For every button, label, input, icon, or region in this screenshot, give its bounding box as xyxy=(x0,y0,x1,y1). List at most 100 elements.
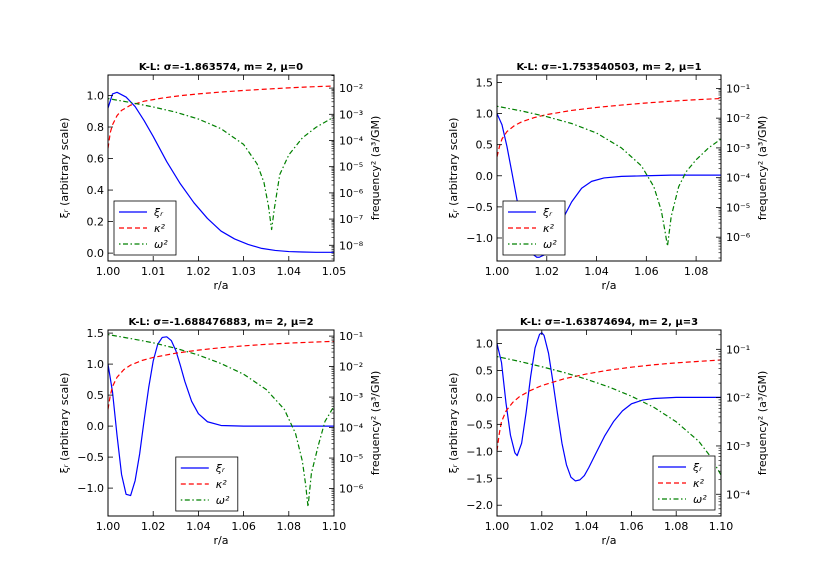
x-tick-label: 1.06 xyxy=(619,520,644,533)
x-axis-label: r/a xyxy=(602,534,617,547)
legend: ξᵣ κ² ω² xyxy=(113,200,177,256)
y2-tick-label: 10⁻⁵ xyxy=(339,161,363,174)
legend-label: ω² xyxy=(693,493,707,506)
x-tick-label: 1.02 xyxy=(530,520,555,533)
plot-frame xyxy=(496,74,722,262)
y-tick-label: 0.5 xyxy=(476,139,494,152)
x-tick-label: 1.04 xyxy=(277,265,302,278)
y2-tick-label: 10⁻⁵ xyxy=(726,201,750,214)
subplot-4: 1.00 1.02 1.04 1.06 1.08 1.10 −2.0 −1.5 −1.0 −0.5… xyxy=(447,317,769,547)
legend-label: ξᵣ xyxy=(692,461,703,474)
y2-tick-label: 10⁻² xyxy=(339,82,363,95)
legend-label: ξᵣ xyxy=(542,206,553,219)
subplot-2: 1.00 1.02 1.04 1.06 1.08 −1.0 −0.5 0.0 0.5 1.0 1.5… xyxy=(447,62,769,292)
y-axis-label: ξᵣ (arbitrary scale) xyxy=(447,118,460,219)
x-tick-label: 1.03 xyxy=(231,265,256,278)
x-tick-label: 1.00 xyxy=(485,265,510,278)
x-tick-label: 1.01 xyxy=(141,265,166,278)
y2-axis-label: frequency² (a³/GM) xyxy=(369,371,382,476)
series-line-kappa-sq xyxy=(108,340,334,410)
series-line-xi-r xyxy=(108,336,334,497)
x-tick-label: 1.04 xyxy=(584,265,609,278)
x-axis-label: r/a xyxy=(214,534,229,547)
y2-tick-label: 10⁻⁷ xyxy=(339,213,363,226)
x-tick-label: 1.05 xyxy=(322,265,347,278)
x-tick-label: 1.02 xyxy=(141,520,166,533)
y-tick-label: −1.0 xyxy=(77,482,104,495)
series-line-omega-sq xyxy=(497,355,721,476)
y2-tick-label: 10⁻³ xyxy=(339,391,363,404)
x-tick-label: 1.02 xyxy=(186,265,211,278)
series-line-xi-r xyxy=(108,91,334,253)
chart-title: K-L: σ=-1.63874694, m= 2, μ=3 xyxy=(520,317,698,328)
legend: ξᵣ κ² ω² xyxy=(652,455,716,511)
x-axis-label: r/a xyxy=(214,279,229,292)
series-line-kappa-sq xyxy=(497,97,721,157)
plot-frame xyxy=(107,329,335,517)
x-tick-label: 1.06 xyxy=(231,520,256,533)
legend-label: ω² xyxy=(154,238,168,251)
y-tick-label: 0.0 xyxy=(476,170,494,183)
y-axis-label: ξᵣ (arbitrary scale) xyxy=(58,373,71,474)
y2-tick-label: 10⁻¹ xyxy=(726,343,750,356)
series-line-xi-r xyxy=(497,332,721,482)
y2-tick-label: 10⁻⁴ xyxy=(339,134,364,147)
y-tick-label: −1.0 xyxy=(466,445,493,458)
x-tick-label: 1.04 xyxy=(186,520,211,533)
y-tick-label: −2.0 xyxy=(466,499,493,512)
x-tick-label: 1.08 xyxy=(664,520,689,533)
legend-label: ω² xyxy=(543,238,557,251)
legend-label: κ² xyxy=(216,478,227,491)
y-tick-label: 0.8 xyxy=(87,121,105,134)
y2-tick-label: 10⁻³ xyxy=(339,108,363,121)
legend-label: ξᵣ xyxy=(215,462,226,475)
y-tick-label: 0.5 xyxy=(476,364,494,377)
x-tick-label: 1.02 xyxy=(535,265,560,278)
y-tick-label: 1.0 xyxy=(476,337,494,350)
y2-tick-label: 10⁻¹ xyxy=(339,330,363,343)
y-tick-label: 0.0 xyxy=(87,247,105,260)
legend-label: ξᵣ xyxy=(153,206,164,219)
y-tick-label: −1.0 xyxy=(466,232,493,245)
y2-tick-label: 10⁻⁴ xyxy=(726,172,751,185)
y-tick-label: −0.5 xyxy=(77,451,104,464)
y2-tick-label: 10⁻⁵ xyxy=(339,452,363,465)
y2-axis-label: frequency² (a³/GM) xyxy=(369,116,382,221)
y-axis-label: ξᵣ (arbitrary scale) xyxy=(58,118,71,219)
x-tick-label: 1.00 xyxy=(96,520,121,533)
subplot-1: 1.00 1.01 1.02 1.03 1.04 1.05 0.0 0.2 0.4 0.6 0.8 1… xyxy=(58,62,382,292)
x-tick-label: 1.00 xyxy=(96,265,121,278)
chart-title: K-L: σ=-1.863574, m= 2, μ=0 xyxy=(139,62,303,73)
y-tick-label: −0.5 xyxy=(466,201,493,214)
legend-label: ω² xyxy=(216,494,230,507)
y-tick-label: 0.0 xyxy=(87,420,105,433)
y-tick-label: 0.2 xyxy=(87,216,105,229)
x-tick-label: 1.06 xyxy=(634,265,659,278)
x-tick-label: 1.10 xyxy=(322,520,347,533)
y2-tick-label: 10⁻⁶ xyxy=(339,483,364,496)
y2-tick-label: 10⁻⁴ xyxy=(339,422,364,435)
legend-label: κ² xyxy=(543,222,554,235)
y-tick-label: 0.6 xyxy=(87,153,105,166)
series-line-omega-sq xyxy=(108,333,334,508)
y-axis-label: ξᵣ (arbitrary scale) xyxy=(447,373,460,474)
x-axis-label: r/a xyxy=(602,279,617,292)
y2-tick-label: 10⁻² xyxy=(339,361,363,374)
legend-label: κ² xyxy=(693,477,704,490)
y-tick-label: −1.5 xyxy=(466,472,493,485)
y2-tick-label: 10⁻² xyxy=(726,112,750,125)
y-tick-label: 1.5 xyxy=(476,76,494,89)
y-tick-label: −0.5 xyxy=(466,418,493,431)
y2-tick-label: 10⁻² xyxy=(726,392,750,405)
y2-tick-label: 10⁻³ xyxy=(726,440,750,453)
y-tick-label: 0.5 xyxy=(87,389,105,402)
y2-tick-label: 10⁻⁴ xyxy=(726,488,751,501)
y2-tick-label: 10⁻⁶ xyxy=(339,187,364,200)
x-tick-label: 1.08 xyxy=(277,520,302,533)
y-tick-label: 1.0 xyxy=(87,358,105,371)
y2-tick-label: 10⁻⁸ xyxy=(339,239,364,252)
x-tick-label: 1.08 xyxy=(684,265,709,278)
series-line-kappa-sq xyxy=(497,359,721,451)
y2-tick-label: 10⁻³ xyxy=(726,142,750,155)
